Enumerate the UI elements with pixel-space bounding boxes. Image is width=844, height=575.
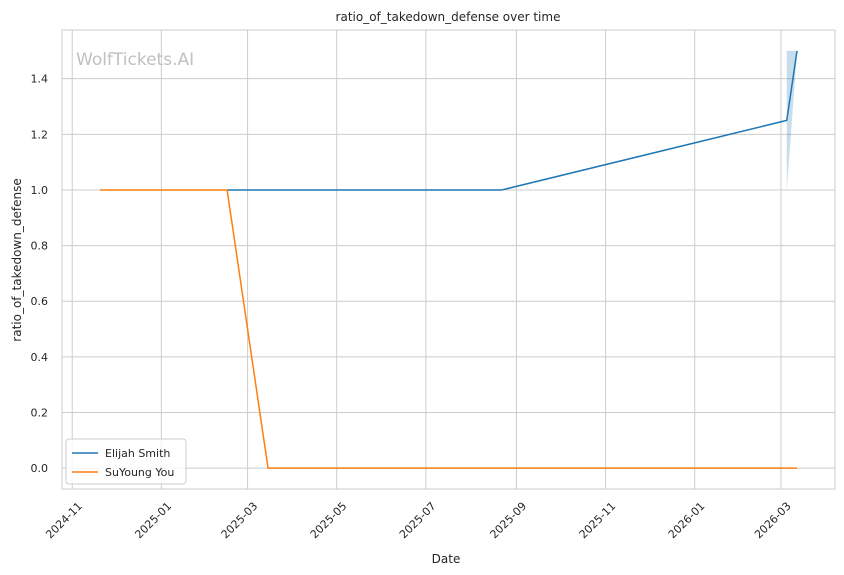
x-tick-label: 2024-11 xyxy=(43,500,85,542)
legend: Elijah Smith SuYoung You xyxy=(65,438,187,485)
x-tick-label: 2025-01 xyxy=(132,500,174,542)
y-tick-label: 0.4 xyxy=(31,351,49,364)
x-tick-label: 2025-07 xyxy=(397,500,439,542)
series-line xyxy=(99,189,798,469)
y-axis-label: ratio_of_takedown_defense xyxy=(10,178,24,341)
x-tick-label: 2025-09 xyxy=(488,500,530,542)
y-tick-labels: 0.0 0.2 0.4 0.6 0.8 1.0 1.2 1.4 xyxy=(31,73,49,475)
y-tick-label: 1.0 xyxy=(31,184,49,197)
x-axis-label: Date xyxy=(432,552,461,566)
y-tick-label: 0.8 xyxy=(31,240,49,253)
y-tick-label: 0.6 xyxy=(31,295,49,308)
series-line xyxy=(227,50,798,191)
plot-background xyxy=(62,30,835,489)
chart-title: ratio_of_takedown_defense over time xyxy=(336,10,561,24)
y-tick-label: 0.2 xyxy=(31,407,49,420)
x-tick-label: 2025-03 xyxy=(219,500,261,542)
x-gridlines xyxy=(71,30,782,489)
x-tick-label: 2026-01 xyxy=(666,500,708,542)
watermark: WolfTickets.AI xyxy=(76,50,194,70)
plot-frame xyxy=(61,29,836,490)
y-tick-label: 1.2 xyxy=(31,128,49,141)
x-tick-label: 2026-03 xyxy=(752,500,794,542)
y-tick-label: 1.4 xyxy=(31,73,49,86)
y-tick-label: 0.0 xyxy=(31,462,49,475)
legend-label: Elijah Smith xyxy=(105,447,170,460)
series-lines xyxy=(99,50,798,469)
x-tick-label: 2025-11 xyxy=(577,500,619,542)
x-tick-labels: 2024-11 2025-01 2025-03 2025-05 2025-07 2025-… xyxy=(43,500,793,542)
legend-label: SuYoung You xyxy=(105,466,174,479)
confidence-band xyxy=(786,50,798,190)
x-tick-label: 2025-05 xyxy=(308,500,350,542)
confidence-bands xyxy=(786,50,798,190)
